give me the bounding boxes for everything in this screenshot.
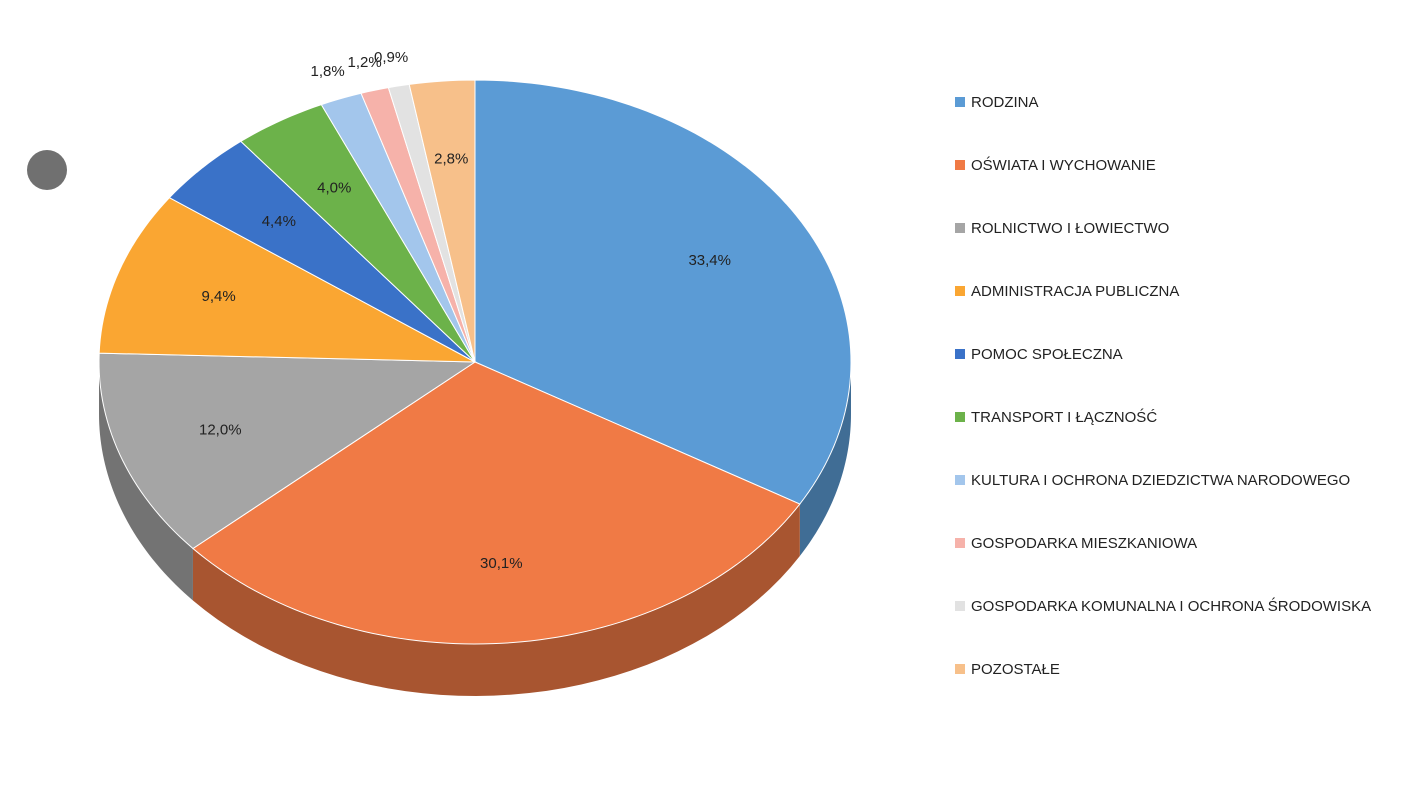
legend-item: ROLNICTWO I ŁOWIECTWO: [955, 220, 1371, 283]
pie-side: [99, 362, 193, 601]
data-label: 2,8%: [434, 151, 468, 168]
legend-label: ADMINISTRACJA PUBLICZNA: [971, 283, 1180, 300]
pie-slice: [192, 361, 801, 645]
legend-item: POMOC SPOŁECZNA: [955, 346, 1371, 409]
data-label: 4,4%: [262, 213, 296, 230]
data-label: 12,0%: [199, 422, 242, 439]
legend-swatch: [955, 97, 965, 107]
data-label: 30,1%: [480, 555, 523, 572]
legend-item: GOSPODARKA KOMUNALNA I OCHRONA ŚRODOWISK…: [955, 598, 1371, 661]
legend-swatch: [955, 412, 965, 422]
legend-swatch: [955, 349, 965, 359]
pie-side: [192, 504, 800, 696]
legend-label: KULTURA I OCHRONA DZIEDZICTWA NARODOWEGO: [971, 472, 1351, 489]
legend-swatch: [955, 223, 965, 233]
pie-slice: [98, 197, 476, 363]
legend-swatch: [955, 664, 965, 674]
legend-label: GOSPODARKA KOMUNALNA I OCHRONA ŚRODOWISK…: [971, 598, 1372, 615]
legend-swatch: [955, 601, 965, 611]
legend-swatch: [955, 286, 965, 296]
legend-item: ADMINISTRACJA PUBLICZNA: [955, 283, 1371, 346]
legend-item: RODZINA: [955, 94, 1371, 157]
legend-swatch: [955, 160, 965, 170]
pie-slice: [98, 352, 477, 550]
legend-item: POZOSTAŁE: [955, 661, 1371, 724]
data-label: 4,0%: [317, 180, 351, 197]
legend-label: POZOSTAŁE: [971, 661, 1060, 678]
legend-label: TRANSPORT I ŁĄCZNOŚĆ: [971, 409, 1158, 426]
pie-side: [799, 362, 851, 557]
legend-label: OŚWIATA I WYCHOWANIE: [971, 157, 1156, 174]
legend: RODZINA OŚWIATA I WYCHOWANIE ROLNICTWO I Ł…: [955, 94, 1371, 724]
data-label: 0,9%: [374, 49, 408, 66]
legend-label: ROLNICTWO I ŁOWIECTWO: [971, 220, 1170, 237]
pie-slice: [474, 79, 852, 505]
legend-label: POMOC SPOŁECZNA: [971, 346, 1123, 363]
data-label: 1,2%: [348, 54, 382, 71]
legend-item: KULTURA I OCHRONA DZIEDZICTWA NARODOWEGO: [955, 472, 1371, 535]
decoration-dot: [27, 150, 67, 190]
legend-item: TRANSPORT I ŁĄCZNOŚĆ: [955, 409, 1371, 472]
legend-item: GOSPODARKA MIESZKANIOWA: [955, 535, 1371, 598]
data-label: 33,4%: [688, 252, 731, 269]
data-label: 9,4%: [201, 288, 235, 305]
legend-swatch: [955, 475, 965, 485]
legend-swatch: [955, 538, 965, 548]
pie-slice: [320, 92, 476, 363]
pie-slice: [408, 79, 476, 363]
legend-item: OŚWIATA I WYCHOWANIE: [955, 157, 1371, 220]
legend-label: RODZINA: [971, 94, 1039, 111]
data-label: 1,8%: [310, 63, 344, 80]
pie-slice: [240, 104, 476, 363]
pie-slice: [168, 140, 476, 363]
legend-label: GOSPODARKA MIESZKANIOWA: [971, 535, 1198, 552]
